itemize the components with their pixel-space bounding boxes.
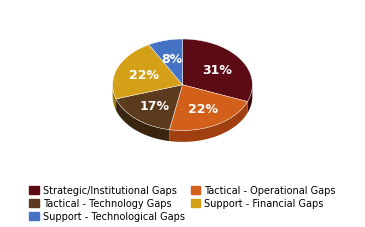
- Polygon shape: [116, 99, 169, 141]
- Polygon shape: [247, 86, 252, 114]
- Polygon shape: [113, 45, 182, 99]
- Legend: Strategic/Institutional Gaps, Tactical - Technology Gaps, Support - Technologica: Strategic/Institutional Gaps, Tactical -…: [25, 182, 340, 225]
- Text: 31%: 31%: [202, 64, 232, 76]
- Polygon shape: [182, 40, 252, 102]
- Text: 22%: 22%: [128, 69, 158, 82]
- Polygon shape: [149, 40, 182, 85]
- Text: 8%: 8%: [162, 52, 182, 65]
- Polygon shape: [116, 85, 182, 130]
- Polygon shape: [113, 86, 116, 111]
- Text: 17%: 17%: [140, 99, 170, 112]
- Polygon shape: [169, 102, 247, 142]
- Polygon shape: [169, 85, 247, 131]
- Text: 22%: 22%: [188, 103, 218, 116]
